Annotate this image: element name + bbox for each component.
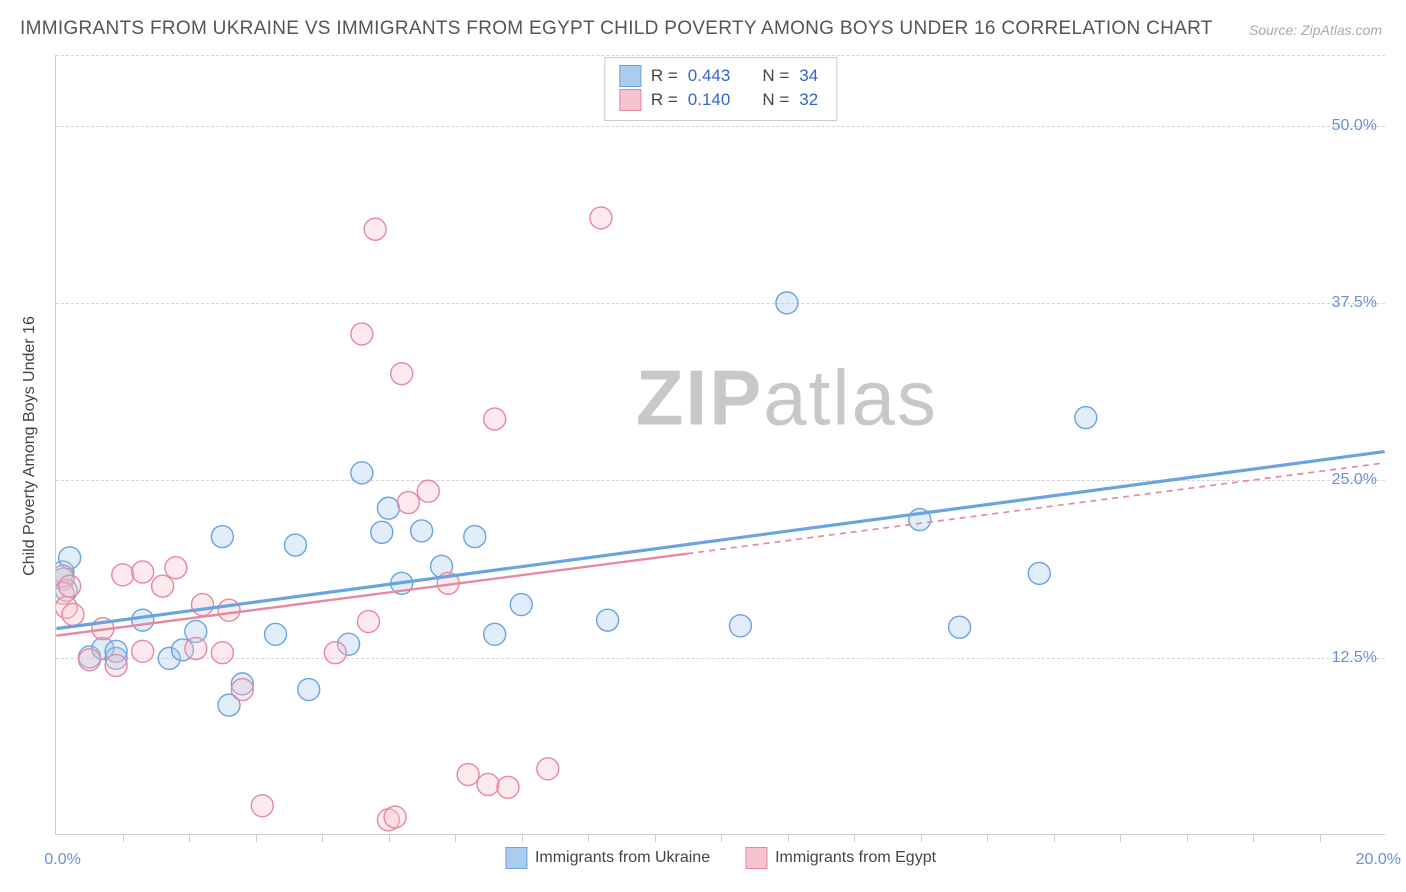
legend-series-label: Immigrants from Egypt [775,849,936,867]
x-tick [322,834,323,842]
scatter-point [729,615,751,637]
scatter-point [384,806,406,828]
scatter-point [284,534,306,556]
legend-swatch-icon [619,65,641,87]
scatter-point [377,497,399,519]
stat-r-value: 0.140 [688,88,731,112]
scatter-point [497,776,519,798]
stat-row: R = 0.140 N = 32 [619,88,818,112]
scatter-point [484,408,506,430]
scatter-point [105,654,127,676]
scatter-point [417,480,439,502]
scatter-point [364,218,386,240]
scatter-point [298,679,320,701]
scatter-point [457,764,479,786]
x-tick-label-max: 20.0% [1356,851,1401,869]
legend-swatch-icon [505,847,527,869]
x-tick [1054,834,1055,842]
stat-row: R = 0.443 N = 34 [619,64,818,88]
source-label: Source: [1249,22,1297,38]
x-tick [1320,834,1321,842]
stat-n-value: 32 [799,88,818,112]
x-tick [854,834,855,842]
x-tick-label-min: 0.0% [44,851,80,869]
x-tick [588,834,589,842]
scatter-point [537,758,559,780]
stat-n-label: N = [762,64,789,88]
scatter-point [776,292,798,314]
chart-title: IMMIGRANTS FROM UKRAINE VS IMMIGRANTS FR… [20,18,1213,40]
stat-n-value: 34 [799,64,818,88]
chart-container: IMMIGRANTS FROM UKRAINE VS IMMIGRANTS FR… [0,0,1406,892]
x-tick [655,834,656,842]
trendline-dashed [687,463,1384,554]
scatter-point [191,594,213,616]
source-value: ZipAtlas.com [1301,22,1382,38]
x-tick [522,834,523,842]
scatter-point [391,363,413,385]
scatter-point [132,561,154,583]
trendline [56,452,1384,629]
x-tick [1253,834,1254,842]
stat-n-label: N = [762,88,789,112]
scatter-point [1075,407,1097,429]
scatter-point [211,526,233,548]
legend-bottom: Immigrants from Ukraine Immigrants from … [505,847,936,869]
scatter-point [59,575,81,597]
x-tick [1187,834,1188,842]
legend-swatch-icon [619,89,641,111]
x-tick [721,834,722,842]
scatter-point [510,594,532,616]
scatter-point [132,640,154,662]
scatter-point [185,637,207,659]
x-tick [987,834,988,842]
legend-swatch-icon [745,847,767,869]
stat-r-label: R = [651,88,678,112]
x-tick [189,834,190,842]
legend-series-label: Immigrants from Ukraine [535,849,710,867]
scatter-point [112,564,134,586]
scatter-point [477,773,499,795]
stat-r-label: R = [651,64,678,88]
scatter-point [351,462,373,484]
x-tick [123,834,124,842]
scatter-point [231,679,253,701]
scatter-point [324,642,346,664]
scatter-point [211,642,233,664]
x-tick [788,834,789,842]
correlation-stats-box: R = 0.443 N = 34 R = 0.140 N = 32 [604,57,837,121]
scatter-point [251,795,273,817]
scatter-point [79,649,101,671]
scatter-point [464,526,486,548]
plot-area: ZIPatlas 12.5%25.0%37.5%50.0% R = 0.443 … [55,55,1385,835]
stat-r-value: 0.443 [688,64,731,88]
scatter-point [411,520,433,542]
x-tick [1120,834,1121,842]
scatter-point [397,492,419,514]
x-tick [921,834,922,842]
legend-item: Immigrants from Ukraine [505,847,710,869]
scatter-point [165,557,187,579]
scatter-point [597,609,619,631]
source-credit: Source: ZipAtlas.com [1249,22,1382,38]
scatter-point [358,611,380,633]
scatter-point [1028,562,1050,584]
scatter-point [62,603,84,625]
legend-item: Immigrants from Egypt [745,847,936,869]
x-tick [389,834,390,842]
scatter-point [484,623,506,645]
scatter-point [218,599,240,621]
x-tick [455,834,456,842]
scatter-point [371,521,393,543]
scatter-point [590,207,612,229]
scatter-point [132,609,154,631]
scatter-point [152,575,174,597]
scatter-svg [56,55,1385,834]
scatter-point [949,616,971,638]
scatter-point [351,323,373,345]
y-axis-label: Child Poverty Among Boys Under 16 [21,316,39,576]
scatter-point [265,623,287,645]
x-tick [256,834,257,842]
